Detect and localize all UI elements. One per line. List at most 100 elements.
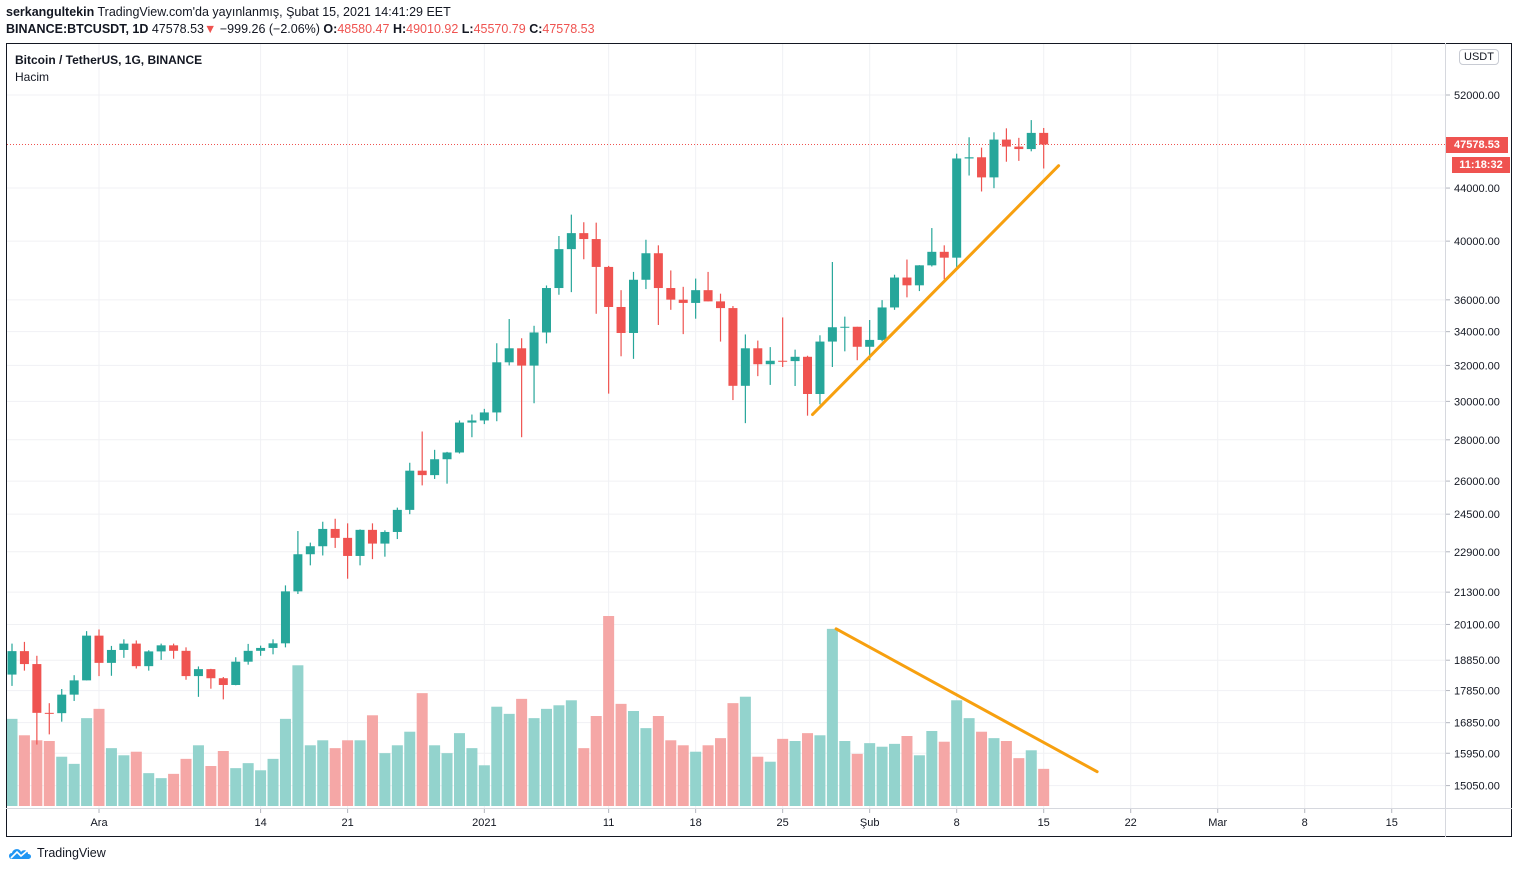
- volume-bar: [404, 731, 416, 806]
- published-text: TradingView.com'da yayınlanmış, Şubat 15…: [97, 5, 451, 19]
- candle-body: [169, 645, 179, 651]
- candle: [442, 451, 452, 484]
- volume-bar: [926, 731, 938, 806]
- candle-body: [728, 308, 738, 386]
- x-tick-label: 15: [1386, 817, 1398, 829]
- candle-body: [318, 528, 328, 547]
- volume-bar: [491, 706, 503, 806]
- candle-body: [57, 694, 67, 714]
- volume-bar: [640, 728, 652, 806]
- candle-body: [803, 356, 813, 394]
- candle-body: [492, 362, 502, 413]
- candle: [666, 270, 676, 310]
- candle-body: [964, 157, 974, 159]
- volume-bar: [342, 740, 354, 806]
- volume-bar: [603, 616, 615, 806]
- candle-body: [280, 591, 290, 644]
- volume-bar: [578, 748, 590, 806]
- volume-bar: [789, 741, 801, 806]
- volume-bar: [951, 700, 963, 806]
- x-tick-label: Ara: [90, 817, 108, 829]
- candle: [1026, 120, 1036, 152]
- last-price-label: 47578.53: [1446, 137, 1508, 153]
- volume-bar: [292, 665, 304, 806]
- y-tick-label: 18850.00: [1454, 655, 1500, 667]
- volume-bar: [180, 758, 192, 806]
- y-tick-label: 15050.00: [1454, 781, 1500, 793]
- volume-bar: [68, 763, 80, 806]
- candle-body: [69, 680, 79, 695]
- candle: [616, 290, 626, 357]
- candle-body: [206, 669, 216, 679]
- candle-body: [94, 635, 104, 663]
- volume-bar: [913, 755, 925, 806]
- volume-bar: [279, 718, 291, 806]
- volume-bar: [540, 708, 552, 806]
- volume-indicator-label[interactable]: Hacim: [15, 70, 50, 84]
- candle-body: [554, 249, 564, 289]
- candle: [144, 650, 154, 671]
- candle-body: [268, 643, 278, 648]
- x-tick-label: 11: [603, 817, 614, 829]
- y-tick-label: 17850.00: [1454, 686, 1500, 698]
- volume-bar: [317, 740, 329, 806]
- candle: [827, 261, 837, 367]
- y-tick-label: 44000.00: [1454, 183, 1500, 195]
- candle: [989, 132, 999, 189]
- candle: [765, 347, 775, 385]
- y-tick-label: 34000.00: [1454, 327, 1500, 339]
- y-tick-label: 28000.00: [1454, 435, 1500, 447]
- price-support-trendline[interactable]: [810, 164, 1061, 417]
- volume-decline-trendline[interactable]: [834, 627, 1099, 774]
- close-value: 47578.53: [542, 22, 595, 36]
- volume-bar: [93, 708, 105, 806]
- volume-bar: [516, 698, 528, 806]
- candle: [852, 326, 862, 361]
- y-tick-label: 22900.00: [1454, 547, 1500, 559]
- volume-bar: [118, 755, 130, 806]
- candle-body: [82, 635, 92, 681]
- candle: [977, 147, 987, 192]
- volume-bar: [6, 718, 18, 806]
- candle-body: [566, 233, 576, 250]
- candle-body: [218, 678, 228, 685]
- currency-button[interactable]: USDT: [1459, 49, 1499, 65]
- candle-body: [343, 537, 353, 556]
- publish-info: serkangultekin TradingView.com'da yayınl…: [6, 5, 451, 19]
- candle: [256, 645, 266, 656]
- candle-body: [529, 332, 539, 366]
- tradingview-logo[interactable]: TradingView: [8, 846, 106, 860]
- author[interactable]: serkangultekin: [6, 5, 95, 19]
- candle-body: [243, 650, 253, 662]
- candle-body: [579, 233, 589, 240]
- open-value: 48580.47: [337, 22, 390, 36]
- candle: [865, 319, 875, 361]
- price-axis: 52000.00 44000.00 40000.00 36000.00 34000.00…: [1445, 90, 1500, 793]
- candle-body: [753, 348, 763, 365]
- volume-bar: [143, 773, 155, 806]
- candle: [964, 137, 974, 176]
- volume-bar: [503, 713, 515, 806]
- candle: [380, 530, 390, 557]
- volume-bar: [43, 741, 55, 806]
- volume-bar: [81, 718, 93, 806]
- candle-body: [430, 459, 440, 476]
- candle-body: [367, 529, 377, 544]
- chart-frame: [6, 43, 1512, 837]
- volume-bars: [6, 616, 1050, 806]
- candle: [293, 531, 303, 594]
- candle: [914, 265, 924, 292]
- volume-bar: [590, 716, 602, 806]
- volume-bar: [304, 745, 316, 806]
- candle: [69, 675, 79, 701]
- candle: [392, 507, 402, 540]
- candle-body: [939, 251, 949, 258]
- candle: [629, 271, 638, 359]
- candle: [19, 641, 29, 671]
- volume-bar: [168, 773, 180, 806]
- candle-body: [19, 651, 29, 665]
- x-tick-label: 15: [1038, 817, 1050, 829]
- candle: [952, 153, 962, 270]
- volume-bar: [851, 753, 863, 806]
